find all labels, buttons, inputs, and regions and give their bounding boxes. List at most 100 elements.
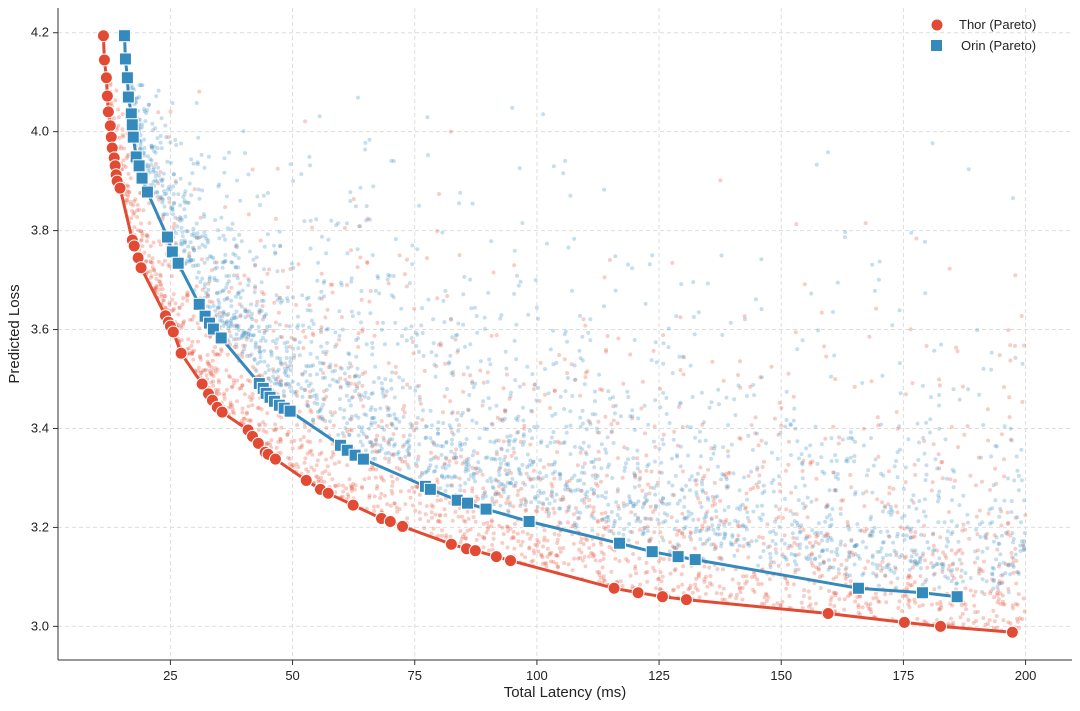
thor-sample-point [555, 450, 560, 455]
thor-sample-point [856, 605, 861, 610]
thor-sample-point [408, 495, 413, 500]
thor-sample-point [190, 352, 195, 356]
x-tick-label: 50 [285, 668, 299, 683]
thor-sample-point [494, 452, 499, 457]
thor-sample-point [395, 509, 400, 514]
thor-sample-point [209, 380, 214, 385]
orin-sample-point [988, 521, 993, 526]
orin-sample-point [240, 351, 244, 356]
thor-sample-point [230, 410, 235, 415]
orin-sample-point [527, 463, 532, 468]
orin-sample-point [731, 471, 736, 476]
thor-sample-point [646, 482, 650, 487]
thor-sample-point [558, 550, 563, 554]
orin-sample-point [173, 215, 178, 220]
thor-sample-point [992, 533, 997, 538]
orin-sample-point [318, 408, 323, 412]
orin-sample-point [490, 485, 495, 489]
orin-sample-point [790, 531, 795, 536]
thor-sample-point [910, 565, 915, 570]
orin-sample-point [222, 297, 227, 302]
orin-sample-point [694, 526, 699, 531]
orin-sample-point [632, 503, 636, 508]
orin-sample-point [661, 442, 666, 447]
thor-sample-point [773, 547, 778, 552]
orin-sample-point [819, 442, 824, 447]
orin-sample-point [447, 423, 452, 428]
thor-sample-point [189, 351, 194, 356]
thor-sample-point [161, 298, 166, 303]
thor-pareto-point [396, 519, 410, 533]
orin-sample-point [401, 414, 406, 419]
orin-sample-point [346, 366, 351, 370]
orin-sample-point [720, 333, 725, 337]
orin-sample-point [282, 366, 287, 371]
thor-sample-point [1007, 562, 1012, 567]
orin-sample-point [393, 320, 398, 325]
orin-sample-point [224, 320, 229, 325]
thor-sample-point [702, 564, 707, 569]
orin-sample-point [980, 590, 984, 594]
thor-sample-point [1001, 602, 1005, 607]
orin-sample-point [147, 102, 152, 107]
orin-sample-point [496, 469, 501, 474]
orin-sample-point [977, 522, 982, 527]
orin-sample-point [195, 275, 199, 280]
orin-sample-point [793, 485, 798, 490]
orin-sample-point [178, 203, 183, 208]
orin-sample-point [565, 339, 570, 344]
orin-sample-point [488, 439, 493, 444]
thor-sample-point [618, 579, 623, 584]
thor-pareto-point [679, 593, 693, 607]
orin-sample-point [174, 231, 179, 236]
thor-sample-point [824, 531, 829, 536]
thor-sample-point [915, 616, 920, 621]
thor-sample-point [952, 478, 957, 483]
thor-sample-point [548, 552, 553, 557]
orin-sample-point [203, 244, 208, 249]
orin-sample-point [799, 523, 804, 528]
thor-sample-point [549, 481, 554, 486]
thor-sample-point [246, 313, 251, 318]
orin-sample-point [936, 493, 941, 498]
orin-sample-point [881, 556, 885, 560]
thor-sample-point [287, 462, 292, 466]
thor-sample-point [245, 378, 250, 383]
thor-sample-point [658, 570, 663, 575]
orin-sample-point [950, 530, 955, 535]
orin-sample-point [889, 568, 894, 573]
orin-sample-point [937, 426, 942, 431]
thor-sample-point [489, 524, 494, 529]
thor-sample-point [603, 510, 608, 515]
orin-sample-point [578, 510, 583, 515]
thor-sample-point [681, 372, 686, 377]
thor-sample-point [729, 592, 733, 597]
thor-sample-point [333, 484, 338, 489]
orin-sample-point [382, 342, 387, 347]
orin-sample-point [481, 399, 486, 404]
thor-sample-point [634, 571, 639, 576]
thor-sample-point [867, 334, 872, 339]
thor-sample-point [903, 592, 908, 597]
thor-sample-point [912, 462, 917, 467]
orin-sample-point [568, 423, 573, 428]
thor-sample-point [345, 492, 350, 497]
thor-sample-point [435, 498, 440, 503]
orin-sample-point [887, 510, 891, 515]
thor-sample-point [720, 597, 725, 602]
thor-sample-point [344, 486, 349, 491]
thor-sample-point [302, 424, 307, 429]
orin-sample-point [931, 549, 935, 554]
orin-sample-point [808, 557, 813, 561]
orin-sample-point [281, 389, 286, 394]
orin-sample-point [535, 505, 540, 510]
orin-sample-point [505, 461, 510, 466]
orin-sample-point [642, 403, 647, 408]
orin-sample-point [172, 201, 177, 206]
thor-sample-point [713, 546, 718, 550]
thor-sample-point [997, 353, 1002, 358]
orin-sample-point [463, 467, 468, 472]
orin-sample-point [149, 144, 154, 149]
orin-sample-point [349, 309, 354, 314]
thor-sample-point [653, 445, 658, 449]
